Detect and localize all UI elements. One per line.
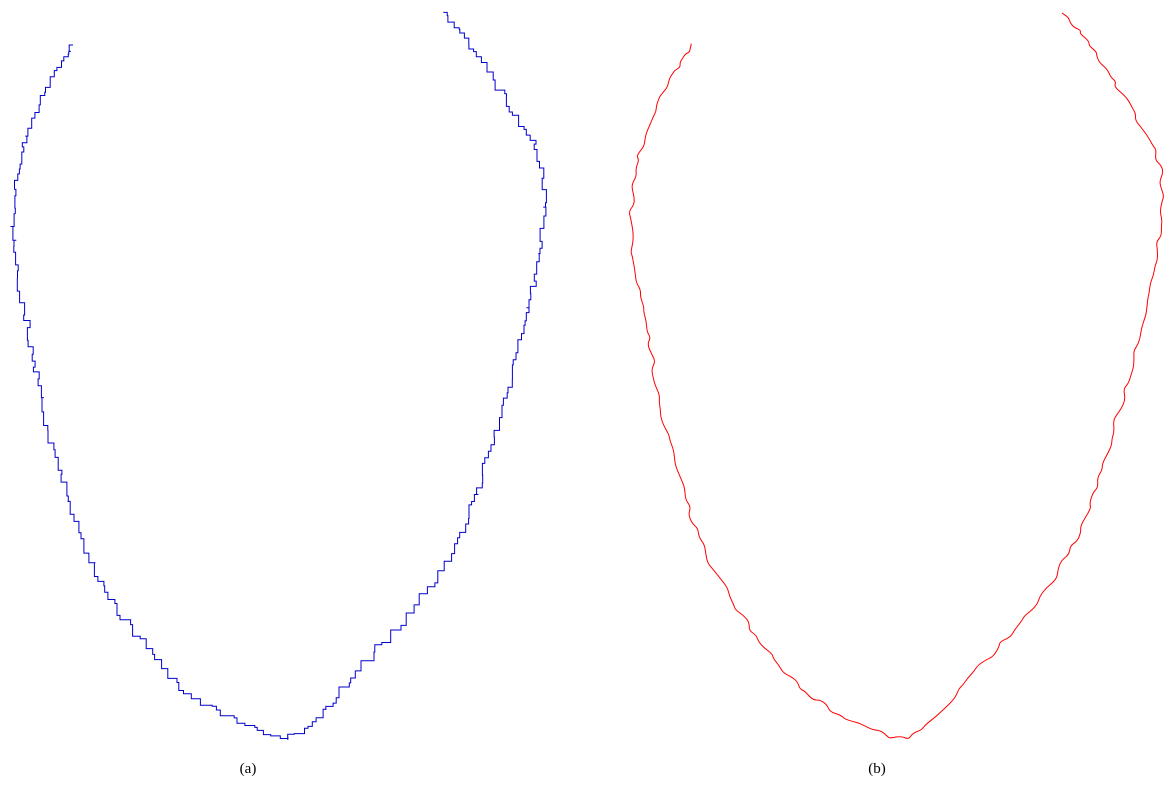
contour-b-outline: [629, 12, 1164, 739]
panel-b-caption: (b): [868, 761, 886, 777]
panel-a: (a): [10, 11, 547, 777]
panel-a-caption: (a): [240, 761, 257, 777]
panel-b: (b): [629, 12, 1164, 777]
contour-a-outline: [10, 11, 547, 740]
